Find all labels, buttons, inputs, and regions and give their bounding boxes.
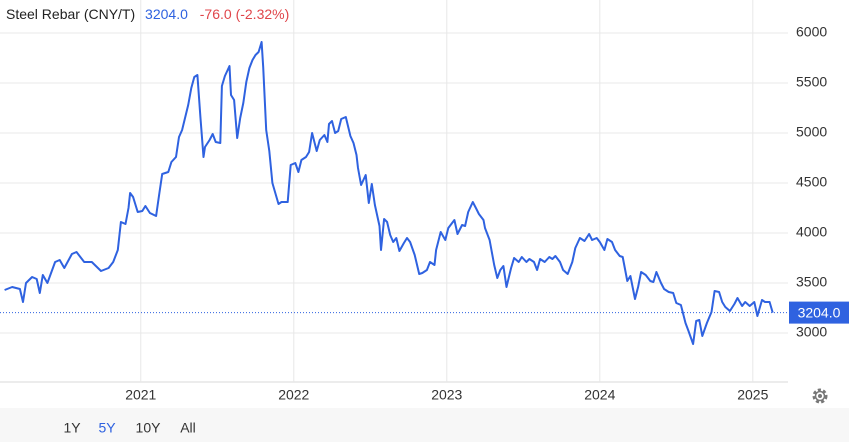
- header: Steel Rebar (CNY/T) 3204.0 -76.0 (-2.32%…: [6, 6, 289, 22]
- x-tick-label: 2024: [584, 387, 615, 403]
- settings-icon[interactable]: [812, 388, 828, 404]
- price-line: [4, 41, 774, 345]
- x-tick-label: 2021: [125, 387, 156, 403]
- x-tick-label: 2022: [278, 387, 309, 403]
- range-button[interactable]: 10Y: [136, 420, 162, 436]
- range-button[interactable]: 1Y: [63, 420, 81, 436]
- y-tick-label: 4500: [796, 174, 827, 190]
- grid: [0, 0, 788, 382]
- last-price-box: [789, 301, 849, 324]
- x-tick-label: 2025: [737, 387, 768, 403]
- gear-hub: [818, 394, 822, 398]
- range-button[interactable]: 5Y: [98, 420, 116, 436]
- chart-title: Steel Rebar (CNY/T): [6, 6, 135, 22]
- gear-teeth: [812, 388, 828, 404]
- gear-ring: [814, 390, 826, 402]
- price: 3204.0: [145, 6, 188, 22]
- x-tick-label: 2023: [431, 387, 462, 403]
- range-button[interactable]: All: [180, 420, 196, 436]
- last-price-label: 3204.0: [798, 304, 841, 320]
- y-tick-label: 5500: [796, 74, 827, 90]
- y-tick-label: 5000: [796, 124, 827, 140]
- toolbar: [0, 408, 849, 442]
- y-tick-label: 3500: [796, 274, 827, 290]
- y-tick-label: 3000: [796, 324, 827, 340]
- y-tick-label: 6000: [796, 24, 827, 40]
- change: -76.0 (-2.32%): [200, 6, 289, 22]
- y-tick-label: 4000: [796, 224, 827, 240]
